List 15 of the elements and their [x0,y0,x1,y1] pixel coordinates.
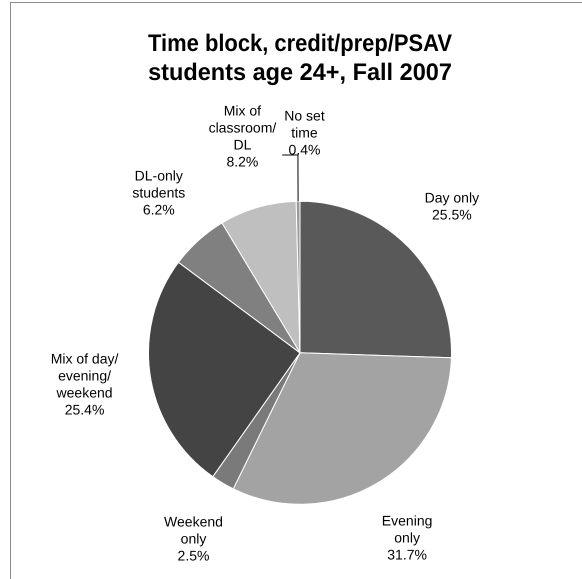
data-label: 0.4% [288,141,320,158]
data-label: 31.7% [387,546,427,563]
slice-label: Mix of classroom/ DL [208,102,276,153]
data-label: 25.4% [64,402,104,418]
data-label: 6.2% [142,201,175,218]
data-label: 25.5% [432,206,472,222]
slice-label: No set time [284,107,325,140]
data-label: 2.5% [178,547,210,564]
slice-label: Weekend only [164,513,223,546]
chart-title: Time block, credit/prep/PSAV students age 24+, Fall 2007 [148,29,453,86]
data-label: 8.2% [226,154,258,170]
slice-label: Mix of day/ evening/ weekend [50,350,118,401]
slice-label: DL-only students [132,167,186,200]
slice-label: Day only [424,189,480,206]
slice-label: Evening only [382,512,432,546]
